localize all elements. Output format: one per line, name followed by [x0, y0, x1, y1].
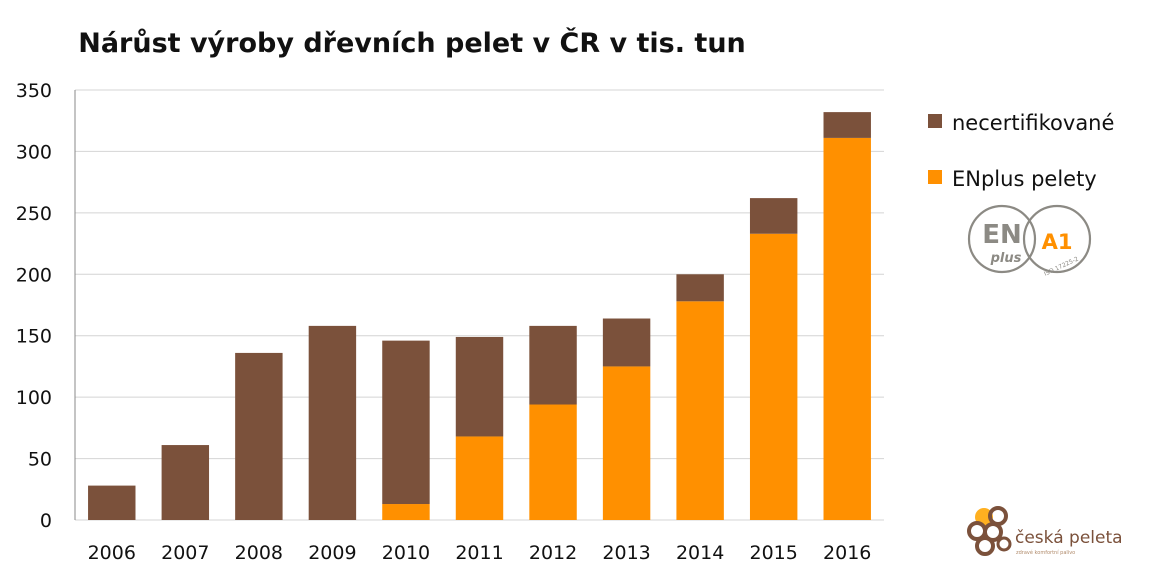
bar-necertifikovane-2012 [529, 325, 577, 405]
bar-necertifikovane-2014 [676, 274, 724, 302]
x-tick-label: 2010 [382, 542, 430, 564]
x-tick-label: 2015 [750, 542, 798, 564]
x-tick-label: 2007 [161, 542, 209, 564]
y-tick-label: 350 [16, 80, 52, 102]
bar-necertifikovane-2010 [382, 340, 430, 505]
bar-necertifikovane-2011 [455, 336, 504, 437]
x-tick-label: 2013 [602, 542, 650, 564]
y-axis-ticks: 0 50 100 150 200 250 300 350 [16, 80, 52, 532]
badge-plus-text: plus [990, 251, 1022, 266]
bar-necertifikovane-2016 [823, 112, 871, 138]
bar-enplus-2011 [455, 436, 504, 520]
y-tick-label: 300 [16, 141, 52, 163]
badge-en-circle [967, 204, 1037, 274]
x-axis-ticks: 2006 2007 2008 2009 2010 2011 2012 2013 2014 2015… [88, 542, 872, 564]
y-tick-label: 0 [40, 510, 52, 532]
bar-enplus-2014 [676, 301, 724, 520]
badge-grade-text: A1 [1042, 230, 1073, 254]
legend-label-necertifikovane: necertifikované [952, 111, 1114, 135]
badge-en-text: EN [982, 220, 1022, 250]
bar-enplus-2013 [602, 366, 651, 520]
y-tick-label: 50 [28, 449, 52, 471]
x-tick-label: 2011 [455, 542, 503, 564]
bar-enplus-2012 [529, 404, 577, 520]
badge-a1-circle [1022, 204, 1092, 274]
logo-tagline: zdravé komfortní palivo [1016, 549, 1075, 556]
enplus-a1-badge: EN plus A1 ISO 17225-2 [967, 204, 1092, 278]
bar-enplus-2015 [749, 233, 798, 520]
x-tick-label: 2014 [676, 542, 724, 564]
legend-swatch-necertifikovane [928, 114, 942, 128]
x-tick-label: 2012 [529, 542, 577, 564]
chart-title: Nárůst výroby dřevních pelet v ČR v tis.… [78, 27, 746, 59]
pellet-cluster-icon [967, 506, 1012, 556]
bars [88, 112, 871, 520]
y-tick-label: 250 [16, 203, 52, 225]
bar-necertifikovane-2008 [235, 352, 283, 520]
logo-name: česká peleta [1015, 528, 1123, 548]
legend-label-enplus: ENplus pelety [952, 167, 1097, 191]
ceska-peleta-logo: česká peleta zdravé komfortní palivo [967, 506, 1123, 556]
bar-necertifikovane-2015 [749, 198, 798, 234]
legend-swatch-enplus [928, 170, 942, 184]
x-tick-label: 2009 [308, 542, 356, 564]
bar-necertifikovane-2006 [88, 485, 136, 520]
y-tick-label: 150 [16, 326, 52, 348]
x-tick-label: 2016 [823, 542, 871, 564]
bar-enplus-2016 [823, 137, 871, 520]
bar-necertifikovane-2009 [308, 325, 357, 520]
bar-enplus-2010 [382, 504, 430, 520]
legend: necertifikované ENplus pelety [928, 111, 1114, 191]
bar-necertifikovane-2007 [161, 445, 210, 520]
y-tick-label: 200 [16, 264, 52, 286]
x-tick-label: 2008 [235, 542, 283, 564]
bar-necertifikovane-2013 [602, 318, 651, 367]
x-tick-label: 2006 [88, 542, 136, 564]
y-tick-label: 100 [16, 387, 52, 409]
